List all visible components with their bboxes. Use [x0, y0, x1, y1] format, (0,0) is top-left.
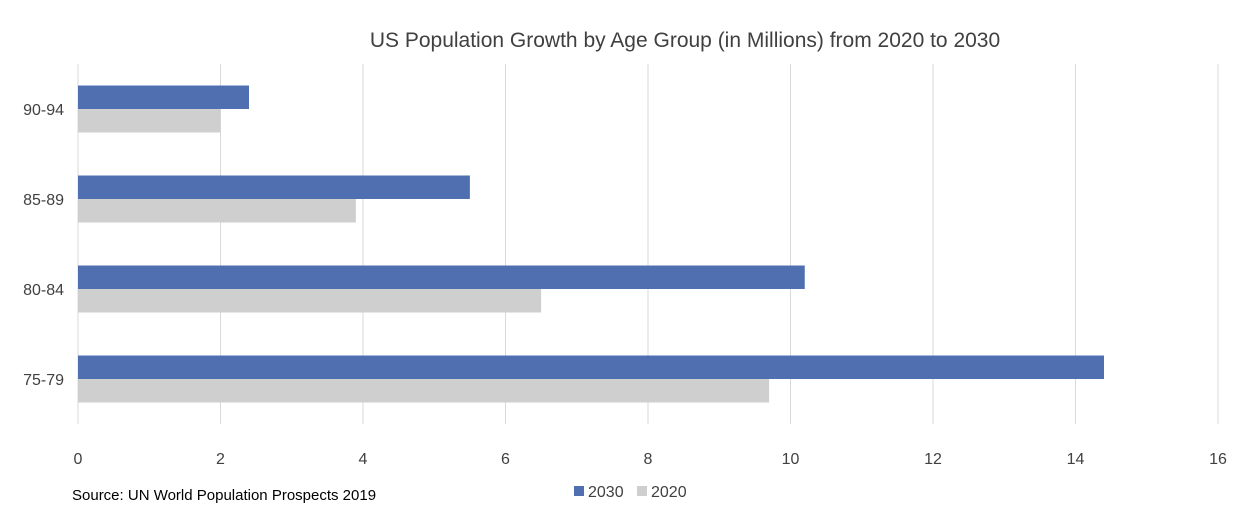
bar-2030-90-94	[78, 85, 249, 109]
category-labels: 75-79 80-84 85-89 90-94	[23, 102, 64, 389]
source-note: Source: UN World Population Prospects 20…	[72, 487, 376, 504]
x-tick-label: 2	[216, 451, 225, 468]
category-label: 75-79	[23, 372, 64, 389]
category-label: 90-94	[23, 102, 64, 119]
legend-label-2030: 2030	[588, 484, 624, 501]
bar-2020-85-89	[78, 199, 356, 223]
x-axis-ticks: 0 2 4 6 8 10 12 14 16	[74, 451, 1227, 468]
legend-swatch-2030	[574, 486, 584, 496]
bar-2030-85-89	[78, 175, 470, 199]
bars	[78, 85, 1104, 403]
x-tick-label: 16	[1209, 451, 1227, 468]
bar-2020-80-84	[78, 289, 542, 313]
bar-2030-75-79	[78, 355, 1104, 379]
bar-2020-90-94	[78, 109, 221, 133]
x-tick-label: 12	[924, 451, 942, 468]
category-label: 80-84	[23, 282, 64, 299]
x-tick-label: 8	[644, 451, 653, 468]
bar-2030-80-84	[78, 265, 805, 289]
x-tick-label: 14	[1067, 451, 1085, 468]
x-tick-label: 4	[359, 451, 368, 468]
x-tick-label: 6	[501, 451, 510, 468]
x-tick-label: 10	[782, 451, 800, 468]
legend: 2030 2020	[574, 484, 687, 501]
chart-title: US Population Growth by Age Group (in Mi…	[370, 29, 1000, 52]
bar-2020-75-79	[78, 379, 770, 403]
legend-swatch-2020	[637, 486, 647, 496]
x-tick-label: 0	[74, 451, 83, 468]
category-label: 85-89	[23, 192, 64, 209]
legend-label-2020: 2020	[651, 484, 687, 501]
